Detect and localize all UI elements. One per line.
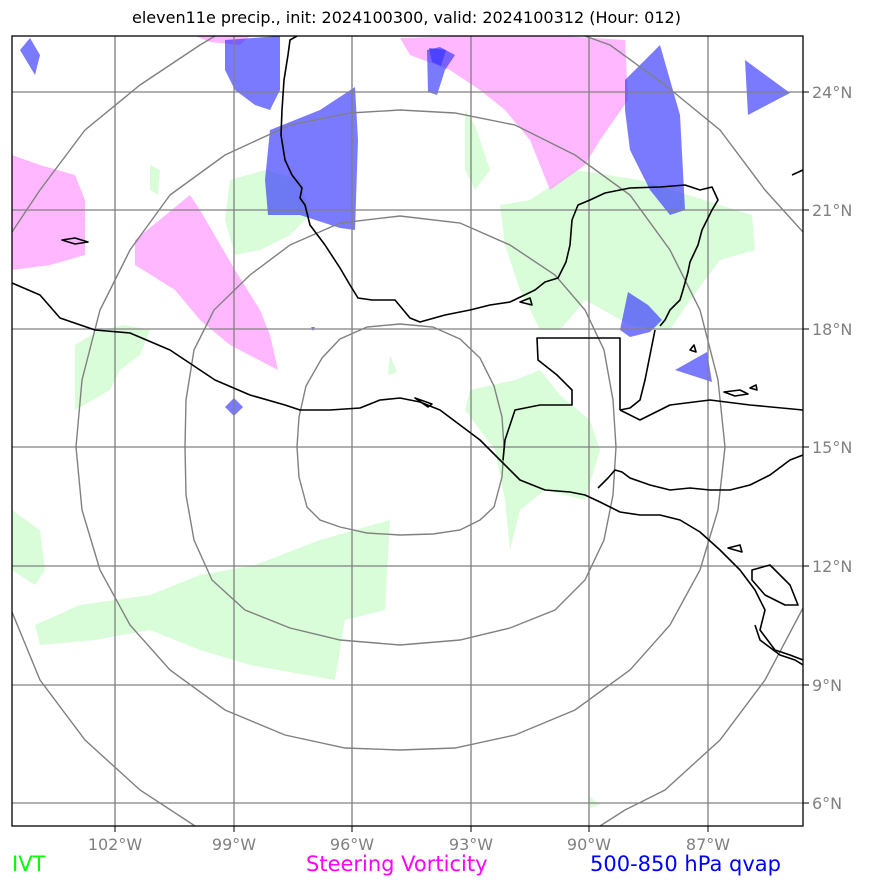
lat-tick-label: 18°N <box>812 320 852 339</box>
border-belize <box>619 329 656 411</box>
lon-tick-label: 102°W <box>88 835 143 854</box>
island-bay <box>723 389 749 397</box>
qvap-area <box>620 292 662 337</box>
steering-vorticity-area <box>12 155 85 270</box>
ivt-area <box>465 110 490 190</box>
island-small <box>61 237 89 245</box>
ivt-area <box>150 165 160 195</box>
lat-tick-label: 21°N <box>812 201 852 220</box>
coastline-costa-rica <box>754 624 803 666</box>
island-small-3 <box>727 544 743 553</box>
coastline-mexico-pacific <box>12 282 803 661</box>
range-ring <box>296 323 505 536</box>
lon-tick-label: 87°W <box>686 835 730 854</box>
ivt-area <box>35 520 390 680</box>
coastline-cuba-fragment <box>791 169 803 176</box>
lat-tick-label: 12°N <box>812 557 852 576</box>
border-central-america <box>619 399 803 421</box>
map-frame <box>11 35 804 827</box>
steering-vorticity-area <box>400 36 628 190</box>
legend-qvap: 500-850 hPa qvap <box>590 852 781 876</box>
lon-tick-labels: 102°W 99°W 96°W 93°W 90°W 87°W <box>88 835 730 854</box>
range-ring <box>75 109 726 751</box>
range-rings <box>12 36 803 826</box>
lat-tick-labels: 24°N 21°N 18°N 15°N 12°N 9°N 6°N <box>812 83 852 813</box>
ivt-area <box>465 370 600 550</box>
lon-tick-label: 93°W <box>449 835 493 854</box>
qvap-area <box>265 87 358 230</box>
qvap-area <box>675 352 712 382</box>
ivt-area <box>75 325 150 410</box>
lake-nicaragua <box>751 564 799 606</box>
range-ring <box>184 215 617 646</box>
lon-tick-label: 90°W <box>567 835 611 854</box>
lat-tick-label: 15°N <box>812 438 852 457</box>
qvap-area <box>225 36 280 110</box>
island-cozumel <box>689 344 697 353</box>
legend-ivt: IVT <box>12 852 46 876</box>
legend-steering-vorticity: Steering Vorticity <box>306 852 488 876</box>
border-mexico-guatemala <box>502 337 621 461</box>
qvap-area <box>20 38 40 75</box>
qvap-area <box>625 45 685 215</box>
lat-tick-label: 6°N <box>812 794 842 813</box>
ivt-area <box>12 510 45 585</box>
tick-marks <box>114 91 809 832</box>
coastlines <box>12 36 803 666</box>
qvap-areas <box>20 36 790 416</box>
range-ring <box>12 36 803 826</box>
lat-tick-label: 24°N <box>812 83 852 102</box>
island-small-2 <box>414 397 433 408</box>
qvap-area <box>429 48 446 66</box>
coastline-central-america-caribbean <box>597 454 803 491</box>
lat-tick-label: 9°N <box>812 676 842 695</box>
coastline-mexico-gulf <box>280 36 719 327</box>
qvap-area <box>745 60 790 115</box>
lon-tick-label: 99°W <box>212 835 256 854</box>
lon-tick-label: 96°W <box>330 835 374 854</box>
graticule <box>12 36 803 826</box>
island-small-4 <box>519 297 533 306</box>
ivt-area <box>388 355 397 375</box>
steering-vorticity-area <box>135 195 278 370</box>
plot-title: eleven11e precip., init: 2024100300, val… <box>132 8 681 27</box>
island-bay-2 <box>749 384 758 391</box>
ivt-area <box>588 795 600 808</box>
